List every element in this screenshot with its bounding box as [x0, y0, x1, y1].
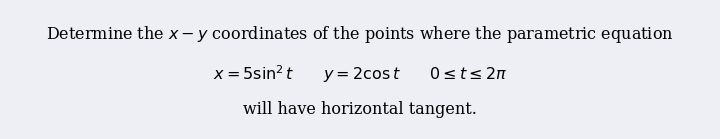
Text: will have horizontal tangent.: will have horizontal tangent. [243, 101, 477, 118]
Text: Determine the $x-y$ coordinates of the points where the parametric equation: Determine the $x-y$ coordinates of the p… [46, 24, 674, 45]
Bar [659, 0, 720, 139]
Bar [0, 0, 61, 139]
Text: $x = 5\sin^2 t \quad\quad y = 2\cos t \quad\quad 0 \leq t \leq 2\pi$: $x = 5\sin^2 t \quad\quad y = 2\cos t \q… [213, 63, 507, 85]
